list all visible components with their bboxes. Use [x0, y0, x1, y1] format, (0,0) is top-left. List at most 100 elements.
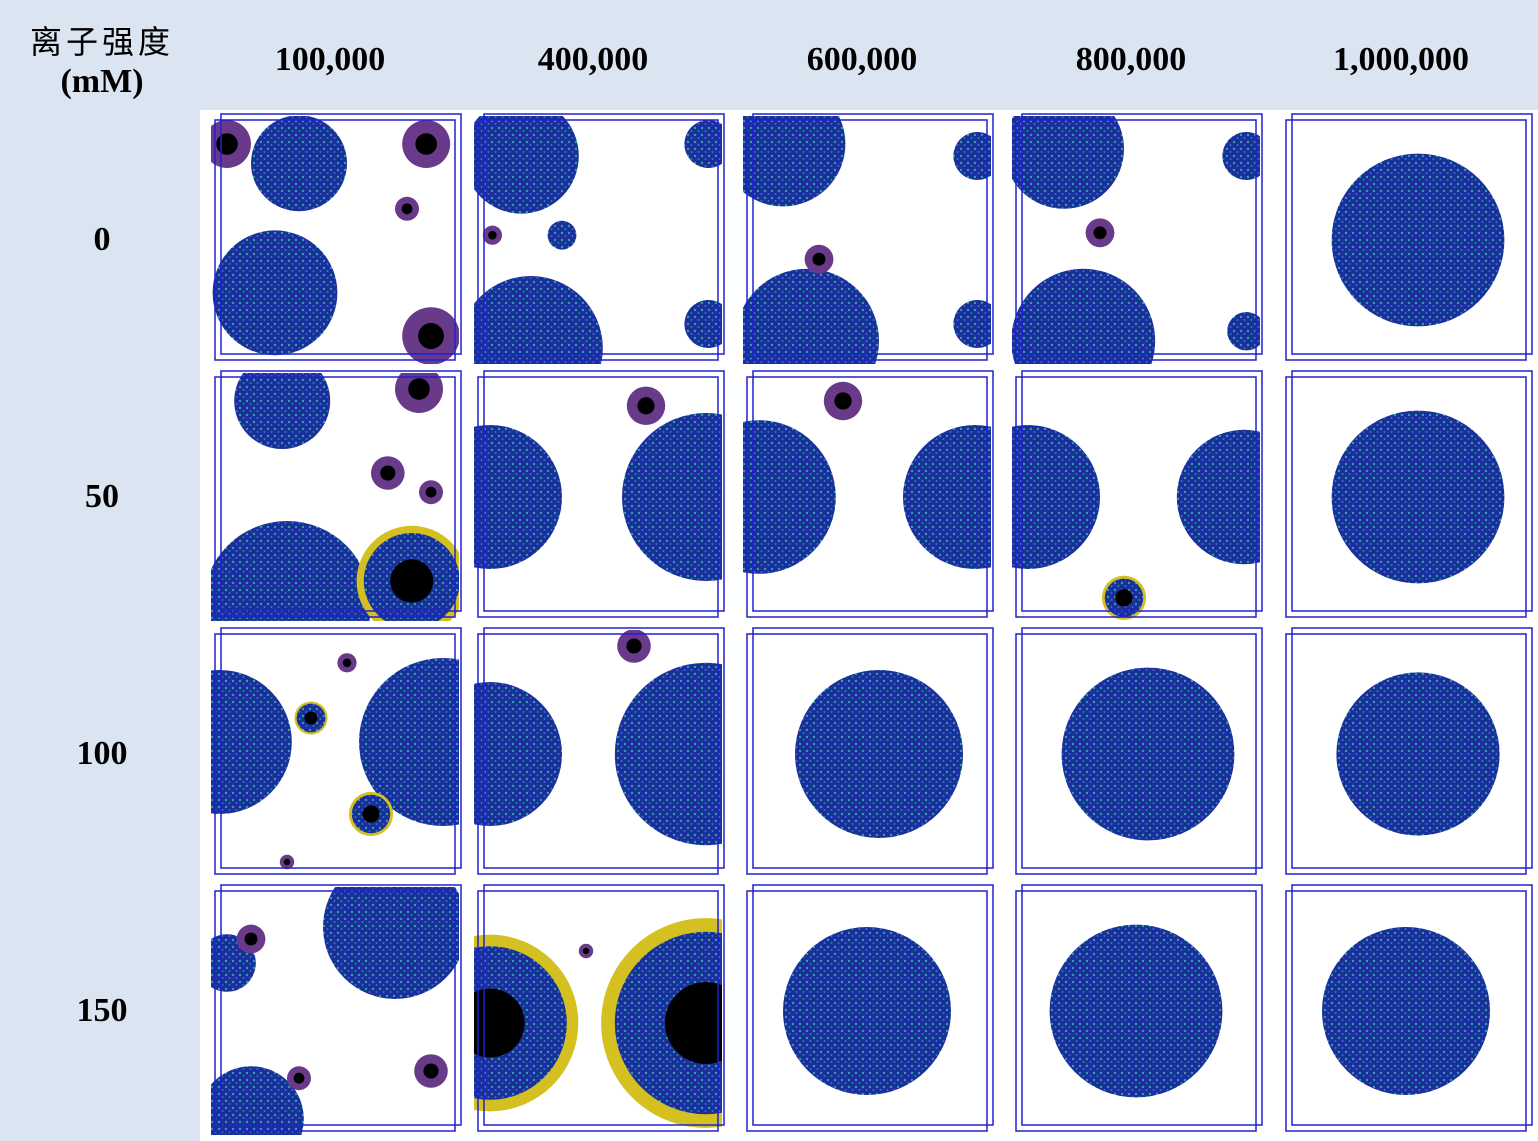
box-front	[1285, 376, 1527, 618]
droplet	[953, 300, 991, 348]
core	[637, 397, 655, 415]
box-front	[477, 890, 719, 1132]
droplet	[614, 662, 722, 846]
droplet	[684, 120, 722, 168]
snapshot-panel	[474, 113, 725, 364]
droplet	[323, 887, 459, 999]
box-front	[746, 376, 988, 618]
particles	[474, 386, 722, 581]
snapshot-panel	[211, 370, 462, 621]
box-back	[220, 370, 462, 612]
box-front	[746, 119, 988, 361]
core	[812, 252, 826, 266]
snapshot-panel	[211, 627, 462, 875]
core	[380, 465, 396, 481]
droplet	[684, 300, 722, 348]
column-label: 800,000	[1075, 41, 1187, 78]
snapshot-panel	[1285, 370, 1533, 618]
snapshot-panel	[1015, 627, 1263, 875]
particles	[1012, 116, 1260, 364]
row-label: 150	[76, 992, 128, 1029]
column-label: 400,000	[537, 41, 649, 78]
particles	[1331, 410, 1505, 584]
box-back	[483, 113, 725, 355]
core	[488, 230, 497, 240]
droplet	[1012, 425, 1100, 569]
core	[342, 658, 352, 668]
box-back	[1021, 627, 1263, 869]
droplet	[211, 670, 292, 814]
particles	[1322, 927, 1490, 1095]
snapshot-panel	[1012, 113, 1263, 364]
column-label: 1,000,000	[1333, 41, 1469, 78]
corner-title: 离子强度	[29, 23, 175, 61]
droplet	[743, 420, 836, 574]
snapshot-panel	[1285, 627, 1533, 875]
box-front	[1285, 890, 1527, 1132]
particles	[783, 927, 951, 1095]
core	[216, 133, 238, 155]
core	[418, 323, 444, 349]
droplet	[1331, 410, 1505, 584]
droplet	[547, 220, 577, 250]
box-front	[1015, 633, 1257, 875]
box-front	[477, 376, 719, 618]
box-back	[1021, 113, 1263, 355]
box-front	[1015, 376, 1257, 618]
droplet	[743, 116, 846, 207]
core	[474, 988, 525, 1058]
column-label: 600,000	[806, 41, 918, 78]
core	[401, 203, 413, 215]
particles	[743, 381, 991, 574]
droplet	[212, 230, 338, 356]
box-back	[1291, 370, 1533, 612]
droplet	[795, 670, 963, 838]
snapshot-panel	[743, 370, 994, 618]
core	[283, 858, 291, 866]
box-back	[1021, 884, 1263, 1126]
box-front	[214, 633, 456, 875]
droplet	[1222, 132, 1260, 180]
droplet	[1012, 268, 1156, 364]
snapshot-panel	[211, 113, 462, 364]
box-back	[1291, 113, 1533, 355]
droplet	[1049, 924, 1223, 1098]
droplet	[474, 682, 562, 826]
header-band	[0, 0, 1538, 110]
particles	[795, 670, 963, 838]
box-back	[483, 627, 725, 869]
droplet	[1012, 116, 1124, 209]
row-label: 50	[85, 478, 119, 515]
particles	[743, 116, 991, 364]
snapshot-panel	[474, 370, 725, 618]
snapshot-panel	[1012, 370, 1263, 620]
box-front	[1015, 890, 1257, 1132]
particles	[211, 887, 459, 1135]
core	[423, 1063, 439, 1079]
droplet	[234, 373, 331, 449]
box-front	[1285, 633, 1527, 875]
box-back	[1291, 627, 1533, 869]
snapshot-panel	[743, 113, 994, 364]
box-back	[220, 884, 462, 1126]
droplet	[1176, 429, 1260, 565]
core	[1115, 589, 1133, 607]
core	[362, 805, 380, 823]
box-front	[214, 119, 456, 361]
particles	[211, 653, 459, 870]
core	[390, 559, 434, 603]
droplet	[474, 276, 603, 364]
snapshot-panel	[1285, 884, 1533, 1132]
core	[304, 711, 318, 725]
core	[626, 638, 642, 654]
snapshot-panel	[211, 884, 462, 1135]
droplet	[953, 132, 991, 180]
droplet	[783, 927, 951, 1095]
snapshot-panel	[1015, 884, 1263, 1132]
droplet	[211, 521, 371, 621]
droplet	[1331, 153, 1505, 327]
core	[408, 378, 430, 400]
box-back	[752, 627, 994, 869]
particles	[474, 116, 722, 364]
